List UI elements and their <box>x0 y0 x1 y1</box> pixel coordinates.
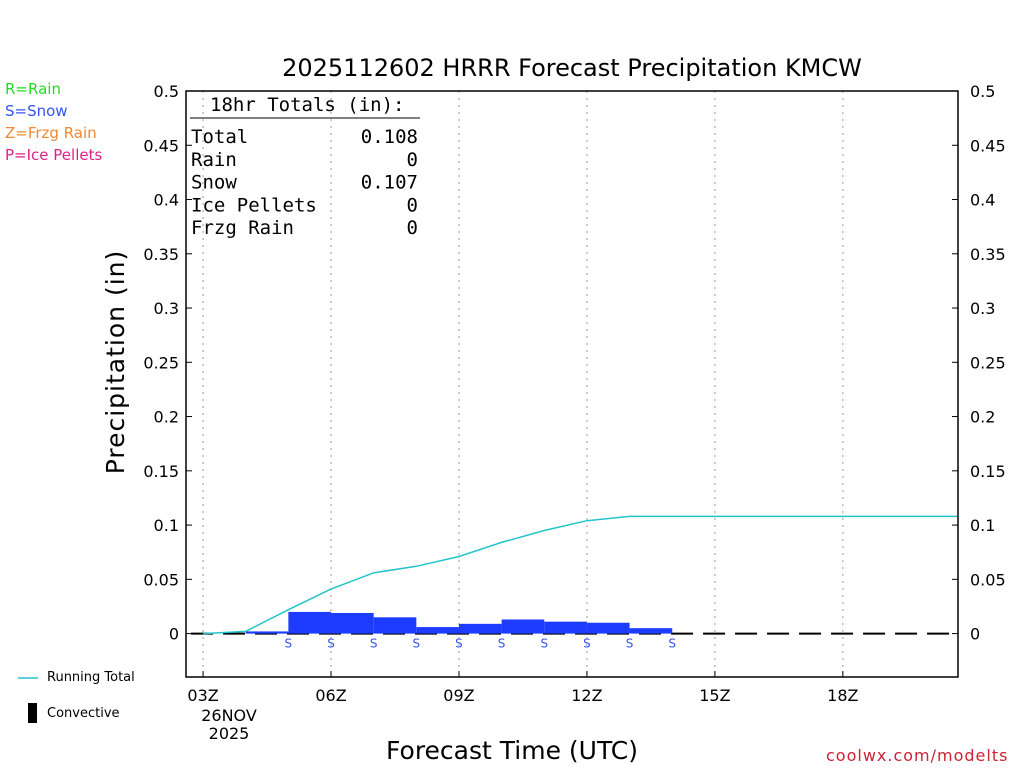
y-axis-label: Precipitation (in) <box>101 250 130 475</box>
running-total-legend-label: Running Total <box>47 670 135 685</box>
y-tick-label-right: 0.15 <box>970 462 1006 481</box>
y-tick-label-left: 0.45 <box>143 136 179 155</box>
x-tick-label-09Z: 09Z <box>443 686 474 705</box>
precip-bar-13 <box>629 628 673 634</box>
y-tick-label-left: 0.25 <box>143 353 179 372</box>
y-tick-label-right: 0.2 <box>970 408 995 427</box>
x-axis-label: Forecast Time (UTC) <box>386 736 638 765</box>
x-date-day: 26NOV <box>201 706 257 725</box>
chart-title: 2025112602 HRRR Forecast Precipitation K… <box>282 54 862 82</box>
convective-legend-label: Convective <box>47 706 120 721</box>
y-tick-label-left: 0.05 <box>143 570 179 589</box>
legend-frzg-rain: Z=Frzg Rain <box>5 124 97 142</box>
totals-label-rain: Rain <box>191 149 237 171</box>
y-tick-label-left: 0.2 <box>154 408 179 427</box>
totals-value-rain: 0 <box>407 149 418 171</box>
y-tick-label-left: 0.5 <box>154 82 179 101</box>
x-tick-label-15Z: 15Z <box>699 686 730 705</box>
x-tick-label-06Z: 06Z <box>315 686 346 705</box>
y-tick-label-right: 0.05 <box>970 570 1006 589</box>
y-tick-label-right: 0.25 <box>970 353 1006 372</box>
y-tick-label-right: 0.3 <box>970 299 995 318</box>
x-date-year: 2025 <box>209 724 250 743</box>
totals-label-snow: Snow <box>191 172 237 194</box>
precip-type-marker: S <box>327 637 335 651</box>
convective-legend-swatch <box>28 703 37 723</box>
watermark: coolwx.com/modelts <box>826 746 1009 765</box>
precip-type-marker: S <box>370 637 378 651</box>
precip-type-marker: S <box>498 637 506 651</box>
totals-label-total: Total <box>191 126 248 148</box>
totals-label-ice-pellets: Ice Pellets <box>191 194 317 216</box>
y-tick-label-left: 0.1 <box>154 516 179 535</box>
totals-value-frzg-rain: 0 <box>407 217 418 239</box>
y-tick-label-right: 0.5 <box>970 82 995 101</box>
totals-header: 18hr Totals (in): <box>210 94 404 116</box>
plot-frame <box>185 90 959 678</box>
type-legend: R=Rain S=Snow Z=Frzg Rain P=Ice Pellets <box>5 80 102 168</box>
x-axis: 03Z 06Z 09Z 12Z 15Z 18Z <box>187 671 859 705</box>
precip-type-marker: S <box>540 637 548 651</box>
x-tick-label-18Z: 18Z <box>827 686 858 705</box>
y-tick-label-left: 0.3 <box>154 299 179 318</box>
y-tick-label-left: 0.35 <box>143 245 179 264</box>
y-tick-label-right: 0.35 <box>970 245 1006 264</box>
precip-type-marker: S <box>413 637 421 651</box>
y-tick-label-right: 0.4 <box>970 191 995 210</box>
precip-bar-7 <box>373 617 417 634</box>
totals-label-frzg-rain: Frzg Rain <box>191 217 294 239</box>
totals-value-ice-pellets: 0 <box>407 194 418 216</box>
precip-type-marker: S <box>583 637 591 651</box>
precip-type-marker: S <box>285 637 293 651</box>
totals-box: 18hr Totals (in): Total 0.108 Rain 0 Snow 0.1… <box>190 94 420 239</box>
y-axis-left: 0 0.05 0.1 0.15 0.2 0.25 0.3 0.35 0.4 0.45 0.5 <box>143 82 192 644</box>
totals-value-total: 0.108 <box>361 126 418 148</box>
precip-bar-5 <box>288 611 332 634</box>
precip-bar-8 <box>416 627 459 634</box>
hourly-precip-bars <box>191 611 958 635</box>
y-tick-label-right: 0.45 <box>970 136 1006 155</box>
y-tick-label-right: 0 <box>970 625 980 644</box>
totals-value-snow: 0.107 <box>361 172 418 194</box>
y-tick-label-left: 0 <box>169 625 179 644</box>
precip-bar-11 <box>544 621 587 634</box>
y-tick-label-right: 0.1 <box>970 516 995 535</box>
y-axis-right: 0 0.05 0.1 0.15 0.2 0.25 0.3 0.35 0.4 0.45 0.5 <box>952 82 1006 644</box>
legend-snow: S=Snow <box>5 102 68 120</box>
precip-bar-10 <box>501 619 545 634</box>
x-tick-label-03Z: 03Z <box>187 686 218 705</box>
precip-bar-12 <box>586 622 630 634</box>
precip-type-marker: S <box>455 637 463 651</box>
legend-ice-pellets: P=Ice Pellets <box>5 146 103 164</box>
running-total-line <box>203 515 958 635</box>
y-tick-label-left: 0.15 <box>143 462 179 481</box>
x-tick-label-12Z: 12Z <box>571 686 602 705</box>
legend-rain: R=Rain <box>5 80 61 98</box>
precip-type-marker: S <box>626 637 634 651</box>
precip-bar-6 <box>331 612 374 634</box>
precip-bar-9 <box>458 623 502 634</box>
y-tick-label-left: 0.4 <box>154 191 179 210</box>
precip-bar-4 <box>245 631 289 634</box>
vertical-gridlines <box>202 91 844 677</box>
precip-type-marker: S <box>668 637 676 651</box>
